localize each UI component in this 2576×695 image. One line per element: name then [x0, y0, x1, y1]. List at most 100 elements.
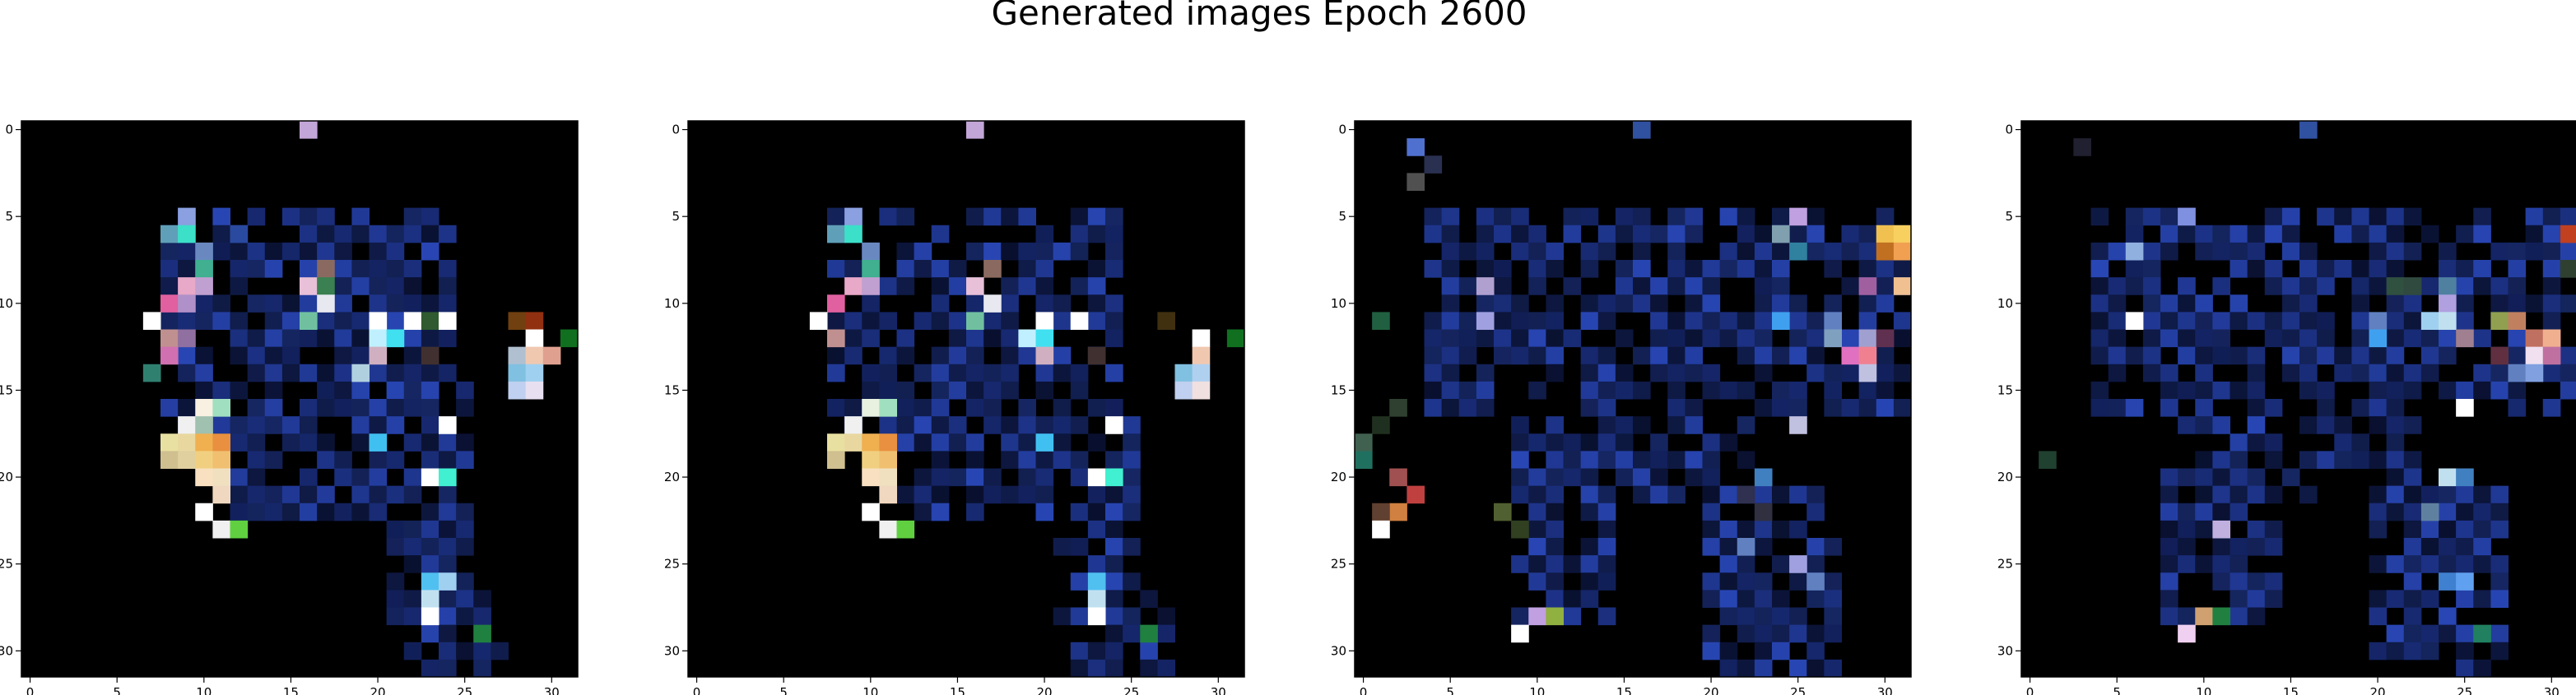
pixel-cell [351, 468, 370, 487]
pixel-cell [351, 485, 370, 504]
pixel-cell [862, 242, 880, 261]
pixel-cell [862, 312, 880, 331]
x-tick-label: 15 [950, 685, 965, 695]
pixel-cell [1667, 260, 1686, 278]
pixel-cell [369, 399, 388, 417]
pixel-cell [844, 346, 863, 365]
pixel-cell [300, 277, 318, 295]
pixel-cell [317, 485, 335, 504]
pixel-cell [1511, 242, 1529, 261]
pixel-cell [369, 329, 388, 348]
pixel-cell [2508, 329, 2527, 348]
pixel-cell [247, 346, 266, 365]
pixel-cell [281, 503, 300, 521]
pixel-cell [2125, 260, 2144, 278]
pixel-cell [1546, 485, 1565, 504]
pixel-cell [1157, 624, 1176, 643]
pixel-cell [386, 451, 405, 470]
pixel-cell [1458, 242, 1477, 261]
pixel-cell [1105, 555, 1123, 573]
x-tick-label: 5 [779, 685, 788, 695]
pixel-cell [1476, 399, 1495, 417]
pixel-cell [1702, 503, 1721, 521]
pixel-cell [351, 433, 370, 452]
pixel-cell [1441, 242, 1460, 261]
pixel-cell [1001, 277, 1019, 295]
pixel-cell [2125, 225, 2144, 243]
pixel-cell [1424, 399, 1443, 417]
pixel-cell [1893, 329, 1912, 348]
x-tick-label: 25 [1123, 685, 1139, 695]
pixel-cell [2369, 642, 2388, 660]
pixel-cell [1754, 329, 1773, 348]
pixel-cell [931, 312, 950, 331]
pixel-cell [1824, 607, 1843, 626]
pixel-cell [1737, 260, 1755, 278]
pixel-cell [421, 607, 439, 626]
pixel-cell [1737, 624, 1755, 643]
pixel-cell [2490, 277, 2509, 295]
pixel-cell [403, 312, 422, 331]
pixel-cell [2508, 277, 2527, 295]
pixel-cell [212, 520, 231, 539]
pixel-cell [160, 346, 179, 365]
pixel-cell [896, 277, 915, 295]
pixel-cell [1754, 277, 1773, 295]
pixel-cell [879, 468, 898, 487]
pixel-cell [1597, 572, 1616, 591]
pixel-cell [1685, 277, 1704, 295]
pixel-cell [2386, 329, 2405, 348]
pixel-cell [2420, 642, 2439, 660]
y-tick-label: 30 [0, 643, 13, 658]
pixel-cell [844, 207, 863, 226]
pixel-cell [212, 485, 231, 504]
pixel-cell [230, 485, 249, 504]
pixel-cell [369, 468, 388, 487]
pixel-cell [2160, 381, 2178, 400]
pixel-cell [178, 207, 196, 226]
pixel-cell [2178, 416, 2196, 434]
pixel-cell [2403, 312, 2422, 331]
pixel-cell [1580, 590, 1599, 609]
pixel-cell [966, 433, 984, 452]
pixel-cell [334, 468, 352, 487]
pixel-cell [1772, 642, 1790, 660]
pixel-cell [1070, 659, 1089, 678]
pixel-cell [2281, 312, 2300, 331]
pixel-cell [351, 260, 370, 278]
pixel-cell [178, 312, 196, 331]
pixel-cell [2369, 312, 2388, 331]
pixel-cell [2334, 433, 2352, 452]
pixel-cell [1858, 381, 1877, 400]
pixel-cell [2420, 590, 2439, 609]
pixel-cell [1494, 346, 1512, 365]
pixel-cell [456, 399, 474, 417]
pixel-cell [1754, 399, 1773, 417]
pixel-cell [1087, 503, 1106, 521]
pixel-cell [1441, 277, 1460, 295]
pixel-cell [1192, 329, 1211, 348]
pixel-cell [1563, 277, 1582, 295]
pixel-cell [1001, 242, 1019, 261]
pixel-cell [369, 225, 388, 243]
pixel-cell [2178, 225, 2196, 243]
pixel-cell [1893, 225, 1912, 243]
pixel-cell [1667, 451, 1686, 470]
pixel-cell [160, 260, 179, 278]
pixel-cell [2403, 538, 2422, 556]
pixel-cell [2247, 538, 2266, 556]
pixel-cell [247, 399, 266, 417]
pixel-cell [212, 468, 231, 487]
pixel-cell [1650, 433, 1668, 452]
pixel-cell [948, 346, 967, 365]
pixel-cell [160, 277, 179, 295]
pixel-cell [1494, 312, 1512, 331]
pixel-cell [1719, 520, 1738, 539]
pixel-cell [421, 659, 439, 678]
pixel-cell [844, 416, 863, 434]
pixel-cell [1546, 503, 1565, 521]
pixel-cell [2142, 364, 2161, 382]
pixel-cell [1667, 399, 1686, 417]
pixel-cell [1174, 364, 1193, 382]
pixel-cell [1754, 503, 1773, 521]
